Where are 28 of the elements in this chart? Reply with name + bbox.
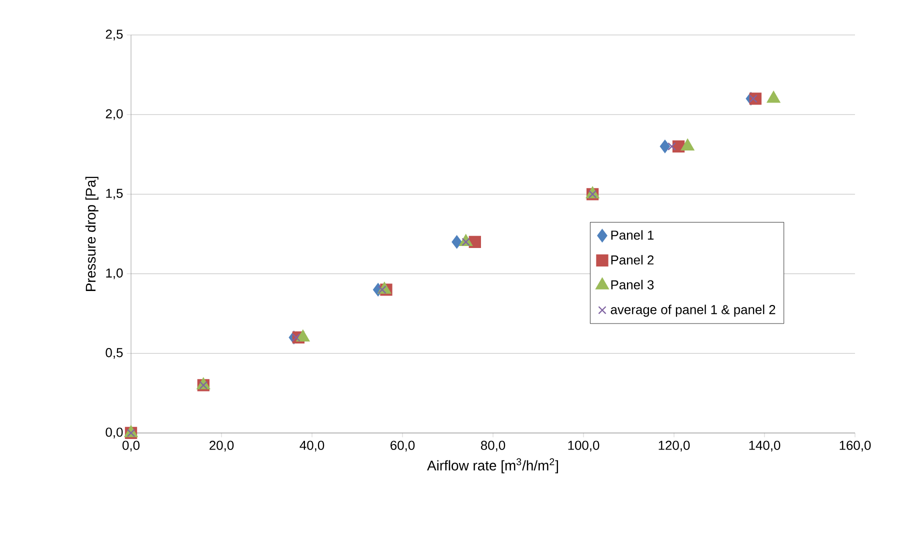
point [668,142,676,151]
x-axis-title: Airflow rate [m$^{3}$/h/m$^{2}$] [427,458,558,474]
x-tick-label: 120,0 [658,440,690,452]
point [292,333,300,342]
point [452,235,462,249]
y-tick-label: 0,5 [106,348,123,359]
x-tick-label: 20,0 [210,440,234,452]
point [462,238,470,246]
x-tick-label: 0,0 [122,440,140,452]
y-axis-title: Pressure drop [Pa] [85,176,98,291]
y-tick-label: 0,0 [106,428,123,438]
legend-label: Panel 1 [611,230,654,240]
x-tick-label: 160,0 [840,440,871,452]
y-tick-label: 2,0 [106,109,123,120]
x-tick-label: 100,0 [568,440,600,452]
point [378,286,386,294]
point [660,140,670,154]
x-tick-label: 140,0 [749,440,780,452]
x-tick-label: 40,0 [300,440,324,452]
y-tick-label: 1,5 [106,188,123,200]
legend-label: Panel 3 [611,280,654,290]
y-tick-label: 1,0 [106,268,123,280]
legend-label: Panel 2 [611,255,654,265]
point [749,94,758,103]
y-tick-label: 2,5 [106,30,123,40]
x-tick-label: 80,0 [480,440,506,452]
legend-label: average of panel 1 & panel 2 [610,304,776,317]
x-tick-label: 60,0 [390,440,415,452]
